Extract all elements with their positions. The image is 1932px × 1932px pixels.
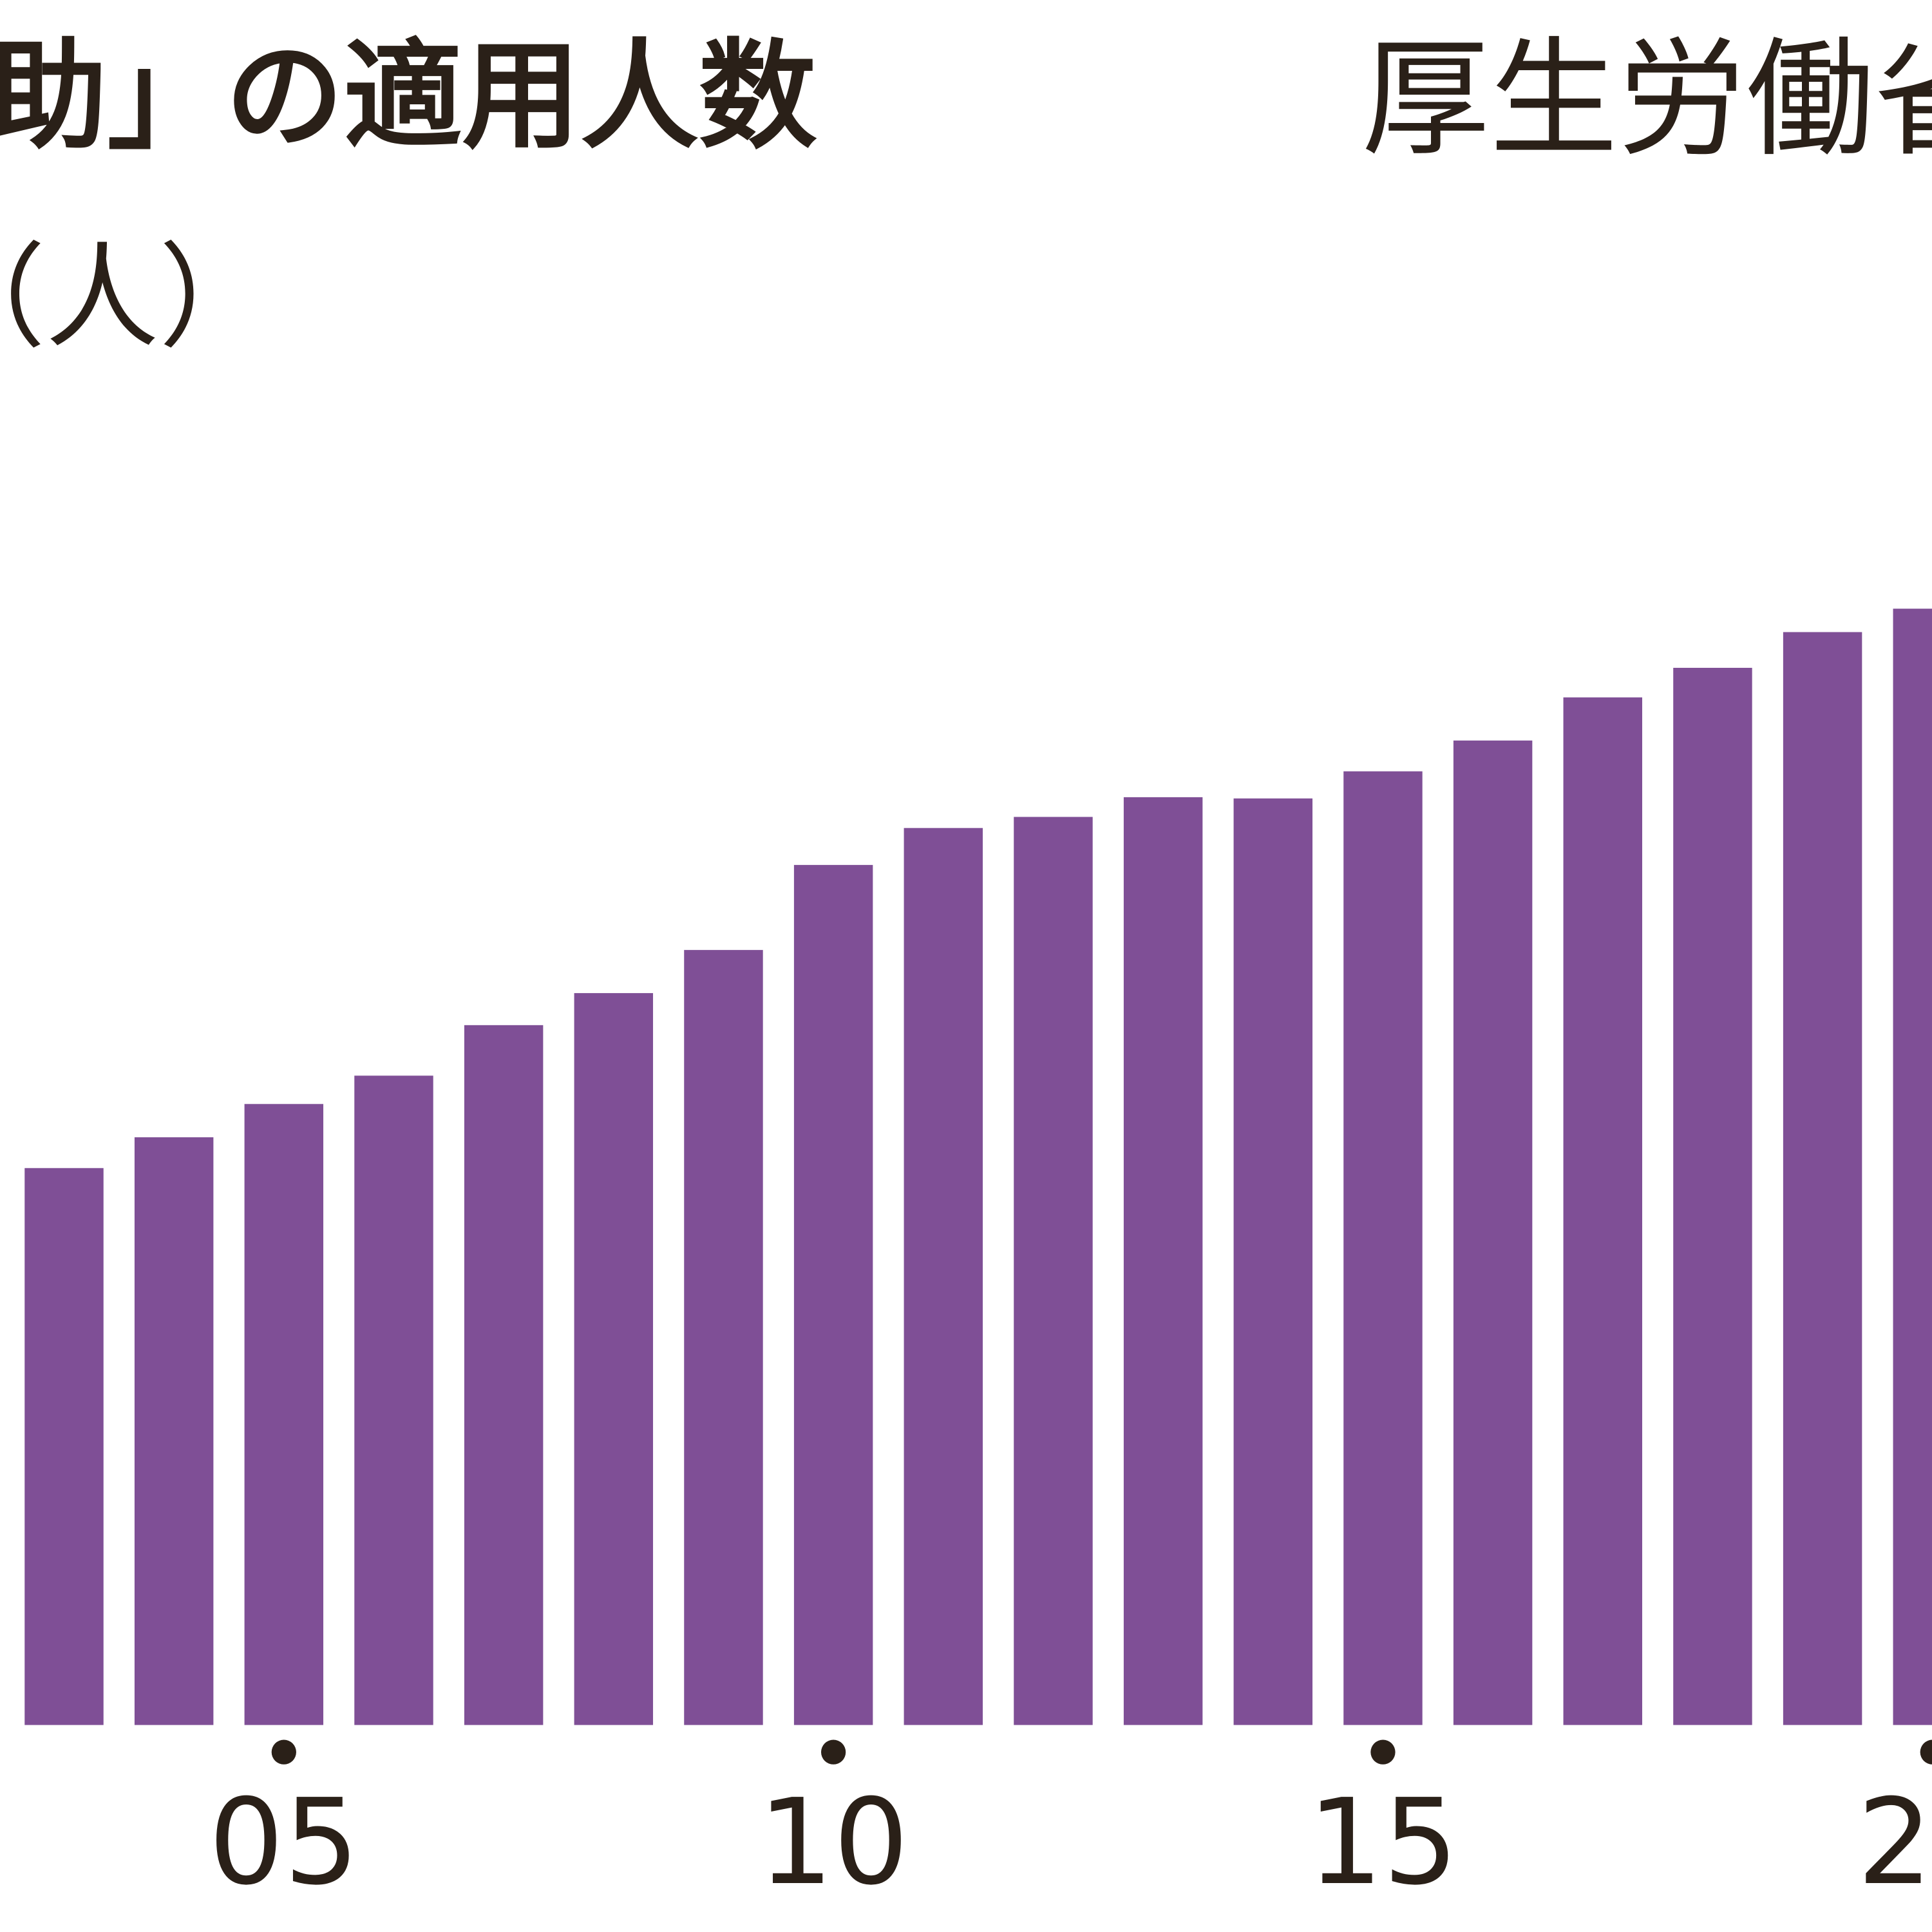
bar <box>464 1025 544 1725</box>
bar <box>1014 817 1093 1725</box>
source: 厚生労働省 <box>1361 24 1932 174</box>
bar <box>1563 697 1642 1725</box>
tick-dot <box>821 1739 846 1765</box>
bar <box>24 1168 104 1725</box>
bar <box>1673 667 1752 1725</box>
tick-dot <box>1370 1739 1396 1765</box>
bar <box>574 993 654 1725</box>
y-unit: （人） <box>0 232 272 364</box>
bar <box>1123 797 1203 1725</box>
bar <box>1343 771 1423 1725</box>
chart-title: 扶助」の適用人数 <box>0 28 817 166</box>
bar <box>134 1137 214 1725</box>
bar <box>244 1104 324 1725</box>
bar <box>1233 798 1313 1725</box>
bar <box>1783 632 1862 1725</box>
x-tick-label: 20 <box>1857 1774 1932 1911</box>
x-tick-label: 05 <box>209 1774 359 1911</box>
bar <box>793 865 873 1725</box>
bar <box>904 828 983 1725</box>
bar <box>684 950 763 1725</box>
x-tick-label: 10 <box>758 1774 909 1911</box>
x-tick-label: 15 <box>1308 1774 1459 1911</box>
bar <box>1453 740 1533 1725</box>
bar <box>354 1075 433 1725</box>
bar <box>1893 609 1932 1725</box>
tick-dot <box>1920 1739 1932 1765</box>
tick-dot <box>271 1739 296 1765</box>
